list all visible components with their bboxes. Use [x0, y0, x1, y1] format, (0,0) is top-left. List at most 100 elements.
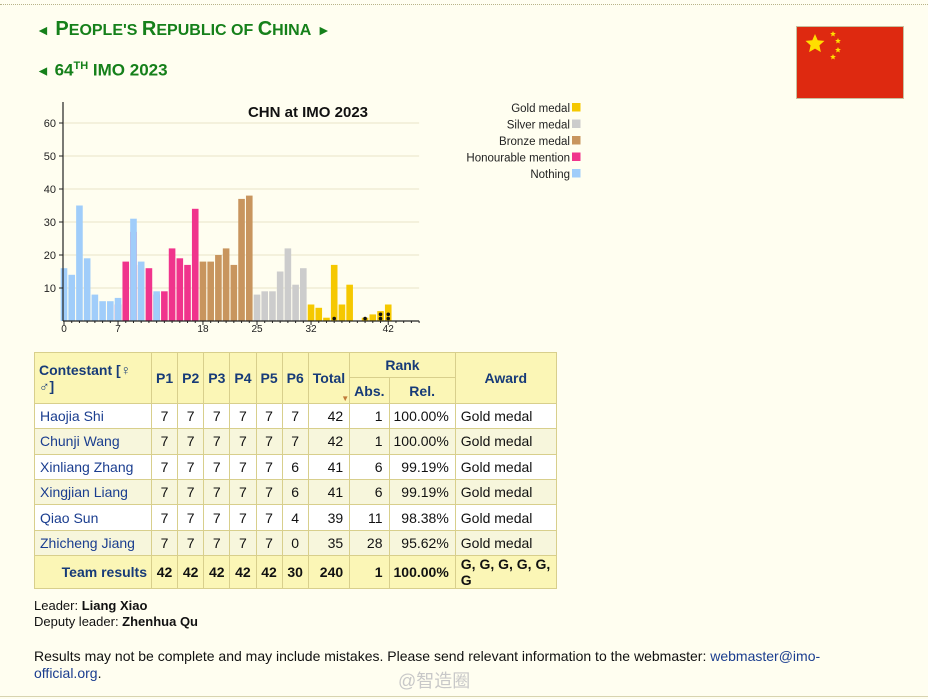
team-score-p3: 42: [203, 555, 231, 590]
award-header[interactable]: Award: [454, 352, 557, 404]
webmaster-email-link[interactable]: webmaster@imo-official.org: [34, 648, 821, 681]
contestant-name-link[interactable]: Xingjian Liang: [34, 478, 152, 506]
bar-gold-medal: [338, 304, 346, 321]
problem-score-p6: 7: [281, 402, 309, 430]
team-member-marker: [386, 316, 391, 321]
problem-score-p4: 7: [229, 478, 257, 506]
problem-score-p4: 7: [229, 504, 257, 531]
bar-honourable-mention: [176, 258, 184, 321]
problem-score-p4: 7: [229, 529, 257, 557]
next-country-arrow[interactable]: ►: [316, 22, 331, 38]
flag-small-star-4: [830, 54, 836, 60]
leader-label: Leader:: [34, 598, 82, 613]
contestant-header[interactable]: Contestant [♀ ♂]: [34, 352, 152, 404]
problem-score-p4: 7: [229, 453, 257, 480]
prev-country-arrow[interactable]: ◄: [36, 22, 50, 38]
problem-score-p3: 7: [203, 478, 231, 506]
disclaimer-note: Results may not be complete and may incl…: [34, 648, 854, 681]
flag-large-star: [805, 34, 825, 53]
bar-honourable-mention: [122, 261, 130, 321]
problem-score-p3: 7: [203, 529, 231, 557]
problem-score-p5: 7: [255, 453, 283, 480]
deputy-label: Deputy leader:: [34, 614, 123, 629]
bar-silver-medal: [300, 268, 307, 321]
problem-score-p2: 7: [177, 478, 205, 506]
bar-bronze-medal: [199, 261, 207, 321]
bar-nothing: [107, 301, 114, 321]
imo-number: 64: [54, 60, 74, 80]
legend-swatch: [572, 119, 581, 128]
award-value: Gold medal: [454, 478, 557, 506]
flag-small-star-3: [835, 47, 841, 53]
contestant-row: Chunji Wang 7 7 7 7 7 7 42 1 100.00% Gold medal: [34, 428, 557, 455]
top-dotted-rule: [0, 4, 928, 5]
team-score-p1: 42: [150, 555, 179, 590]
bar-gold-medal: [323, 317, 330, 321]
total-score: 41: [307, 453, 351, 480]
rank-abs-header[interactable]: Abs.: [349, 377, 390, 404]
p3-header[interactable]: P3: [203, 352, 231, 404]
imo-ordinal-suffix: TH: [73, 60, 89, 72]
team-score-p4: 42: [229, 555, 257, 590]
bar-honourable-mention: [168, 248, 176, 321]
problem-score-p2: 7: [177, 504, 205, 531]
bar-silver-medal: [261, 291, 269, 321]
legend-label: Bronze medal: [499, 136, 570, 148]
deputy-line: Deputy leader: Zhenhua Qu: [34, 614, 198, 630]
x-tick-label: 0: [61, 324, 67, 335]
rank-absolute: 6: [349, 453, 390, 480]
contestant-name-link[interactable]: Haojia Shi: [34, 402, 152, 430]
country-heading[interactable]: ◄ PEOPLE'S REPUBLIC OF CHINA ►: [36, 18, 331, 41]
contestant-row: Xinliang Zhang 7 7 7 7 7 6 41 6 99.19% Gold medal: [34, 453, 557, 480]
imo-heading[interactable]: ◄ 64TH IMO 2023: [36, 60, 168, 81]
problem-score-p6: 7: [281, 428, 309, 455]
total-header[interactable]: Total ▼: [307, 352, 351, 404]
bar-nothing: [137, 261, 145, 321]
award-value: Gold medal: [454, 402, 557, 430]
problem-score-p1: 7: [150, 402, 179, 430]
prev-imo-arrow[interactable]: ◄: [36, 62, 50, 79]
problem-score-p5: 7: [255, 478, 283, 506]
problem-score-p2: 7: [177, 453, 205, 480]
problem-score-p1: 7: [150, 428, 179, 455]
p2-header[interactable]: P2: [177, 352, 205, 404]
china-flag-image: [797, 27, 903, 98]
bar-bronze-medal: [207, 261, 214, 321]
legend-swatch: [572, 152, 581, 161]
results-table: Contestant [♀ ♂] P1 P2 P3 P4 P5 P6 Total…: [34, 351, 557, 590]
problem-score-p6: 0: [281, 529, 309, 557]
imo-year: IMO 2023: [88, 60, 168, 80]
p4-header[interactable]: P4: [229, 352, 257, 404]
contestant-row: Xingjian Liang 7 7 7 7 7 6 41 6 99.19% Gold medal: [34, 478, 557, 506]
bar-silver-medal: [269, 291, 276, 321]
contestant-name-link[interactable]: Zhicheng Jiang: [34, 529, 152, 557]
award-value: Gold medal: [454, 504, 557, 531]
x-tick-label: 42: [383, 324, 395, 335]
contestant-name-link[interactable]: Chunji Wang: [34, 428, 152, 455]
bar-nothing: [76, 205, 83, 321]
rank-absolute: 28: [349, 529, 390, 557]
problem-score-p2: 7: [177, 428, 205, 455]
problem-score-p3: 7: [203, 402, 231, 430]
rank-relative: 100.00%: [388, 402, 456, 430]
leader-name: Liang Xiao: [81, 598, 148, 613]
p1-header[interactable]: P1: [150, 352, 179, 404]
bar-bronze-medal: [230, 264, 238, 321]
y-tick-label: 30: [44, 217, 56, 229]
problem-score-p1: 7: [150, 478, 179, 506]
award-value: Gold medal: [454, 453, 557, 480]
p5-header[interactable]: P5: [255, 352, 283, 404]
bar-honourable-mention: [161, 291, 168, 321]
total-score: 42: [307, 428, 351, 455]
team-results-label: Team results: [34, 555, 152, 590]
contestant-name-link[interactable]: Xinliang Zhang: [34, 453, 152, 480]
rank-rel-header[interactable]: Rel.: [388, 377, 456, 404]
rank-absolute: 6: [349, 478, 390, 506]
team-score-p5: 42: [255, 555, 283, 590]
deputy-name: Zhenhua Qu: [122, 614, 199, 629]
bar-nothing: [114, 297, 122, 321]
p6-header[interactable]: P6: [281, 352, 309, 404]
problem-score-p5: 7: [255, 428, 283, 455]
total-score: 42: [307, 402, 351, 430]
contestant-name-link[interactable]: Qiao Sun: [34, 504, 152, 531]
